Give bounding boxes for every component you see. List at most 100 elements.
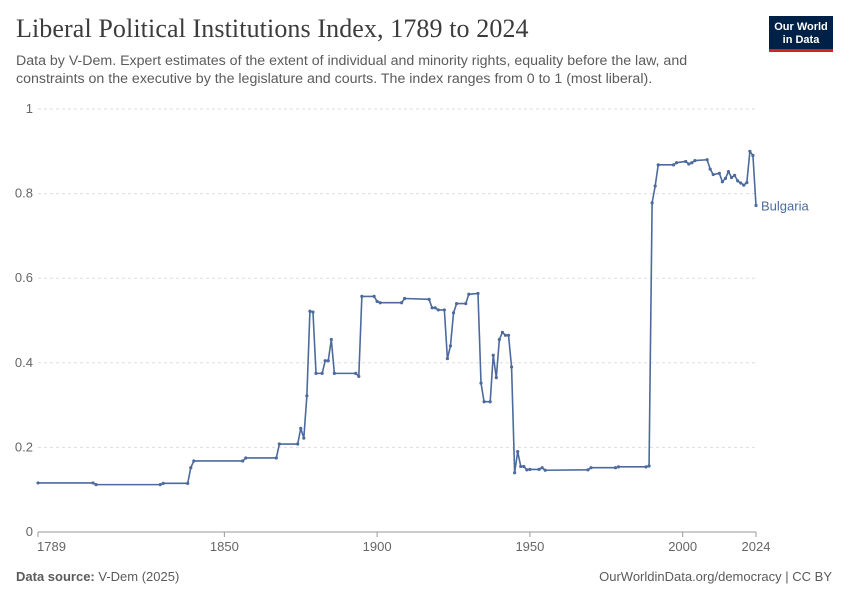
data-point[interactable] bbox=[733, 173, 737, 178]
data-point[interactable] bbox=[616, 465, 621, 469]
data-point[interactable] bbox=[613, 466, 618, 470]
data-point[interactable] bbox=[244, 456, 248, 460]
data-point[interactable] bbox=[708, 167, 712, 171]
data-point[interactable] bbox=[436, 308, 440, 312]
data-point[interactable] bbox=[537, 467, 541, 471]
data-point[interactable] bbox=[671, 163, 676, 167]
data-point[interactable] bbox=[650, 201, 654, 205]
data-point[interactable] bbox=[503, 333, 508, 337]
data-point[interactable] bbox=[509, 365, 514, 369]
data-point[interactable] bbox=[729, 175, 734, 180]
data-point[interactable] bbox=[705, 158, 709, 162]
data-point[interactable] bbox=[430, 306, 434, 310]
data-point[interactable] bbox=[305, 394, 309, 398]
data-point[interactable] bbox=[525, 468, 529, 472]
data-point[interactable] bbox=[693, 159, 697, 163]
data-point[interactable] bbox=[189, 466, 193, 470]
data-point[interactable] bbox=[320, 371, 324, 375]
series-label[interactable]: Bulgaria bbox=[761, 198, 809, 213]
data-point[interactable] bbox=[296, 442, 300, 446]
data-point[interactable] bbox=[332, 371, 336, 375]
data-point[interactable] bbox=[451, 311, 456, 315]
data-point[interactable] bbox=[476, 291, 480, 296]
data-point[interactable] bbox=[720, 180, 724, 184]
data-point[interactable] bbox=[399, 301, 404, 305]
data-point[interactable] bbox=[326, 359, 330, 363]
data-point[interactable] bbox=[314, 371, 318, 375]
data-point[interactable] bbox=[161, 481, 165, 485]
data-point[interactable] bbox=[375, 299, 379, 304]
data-point[interactable] bbox=[491, 353, 495, 357]
license-link[interactable]: OurWorldinData.org/democracy | CC BY bbox=[599, 569, 832, 584]
data-point[interactable] bbox=[736, 179, 740, 183]
data-point[interactable] bbox=[500, 330, 505, 334]
data-point[interactable] bbox=[586, 468, 590, 472]
data-point[interactable] bbox=[754, 203, 758, 208]
data-point[interactable] bbox=[711, 172, 715, 177]
data-point[interactable] bbox=[497, 337, 501, 342]
data-point[interactable] bbox=[674, 161, 679, 165]
data-point[interactable] bbox=[186, 481, 190, 485]
data-point[interactable] bbox=[684, 159, 688, 164]
data-point[interactable] bbox=[464, 301, 468, 306]
data-point[interactable] bbox=[726, 170, 731, 174]
data-point[interactable] bbox=[482, 400, 486, 404]
data-point[interactable] bbox=[589, 466, 593, 470]
data-point[interactable] bbox=[479, 381, 483, 385]
data-point[interactable] bbox=[354, 371, 358, 375]
data-point[interactable] bbox=[653, 184, 657, 188]
data-point[interactable] bbox=[467, 292, 471, 296]
data-point[interactable] bbox=[448, 344, 453, 348]
data-point[interactable] bbox=[723, 176, 728, 180]
data-point[interactable] bbox=[488, 400, 492, 404]
data-point[interactable] bbox=[513, 471, 517, 475]
series-line-bulgaria[interactable] bbox=[38, 150, 757, 486]
data-point[interactable] bbox=[302, 436, 306, 440]
data-point[interactable] bbox=[739, 181, 743, 185]
data-point[interactable] bbox=[299, 426, 303, 430]
data-point[interactable] bbox=[528, 467, 532, 471]
data-point[interactable] bbox=[274, 456, 278, 460]
data-point[interactable] bbox=[311, 310, 315, 314]
owid-logo[interactable]: Our World in Data bbox=[769, 16, 833, 52]
data-point[interactable] bbox=[506, 333, 511, 337]
data-point[interactable] bbox=[323, 359, 327, 363]
data-point[interactable] bbox=[378, 301, 382, 305]
data-point[interactable] bbox=[519, 464, 523, 469]
data-point[interactable] bbox=[687, 162, 691, 166]
data-point[interactable] bbox=[656, 163, 660, 167]
data-point[interactable] bbox=[717, 171, 721, 175]
data-point[interactable] bbox=[192, 459, 196, 463]
chart-subtitle: Data by V-Dem. Expert estimates of the e… bbox=[16, 53, 688, 87]
data-point[interactable] bbox=[690, 161, 694, 165]
data-point[interactable] bbox=[360, 294, 364, 298]
data-point[interactable] bbox=[36, 481, 40, 485]
data-point[interactable] bbox=[494, 376, 498, 380]
data-point[interactable] bbox=[454, 301, 459, 306]
data-point[interactable] bbox=[91, 481, 95, 485]
data-point[interactable] bbox=[241, 459, 245, 463]
data-point[interactable] bbox=[372, 294, 376, 298]
data-point[interactable] bbox=[745, 181, 749, 185]
data-point[interactable] bbox=[522, 464, 526, 469]
data-point[interactable] bbox=[329, 337, 333, 342]
data-point[interactable] bbox=[427, 297, 431, 301]
data-point[interactable] bbox=[543, 468, 547, 472]
data-point[interactable] bbox=[94, 483, 98, 487]
data-point[interactable] bbox=[742, 183, 746, 187]
data-point[interactable] bbox=[647, 464, 651, 468]
data-point[interactable] bbox=[277, 442, 281, 446]
data-point[interactable] bbox=[644, 465, 648, 469]
data-point[interactable] bbox=[748, 149, 752, 153]
data-point[interactable] bbox=[751, 153, 755, 158]
data-point[interactable] bbox=[516, 450, 520, 454]
data-point[interactable] bbox=[442, 308, 446, 312]
data-point[interactable] bbox=[158, 483, 162, 487]
data-point[interactable] bbox=[403, 296, 407, 301]
data-point[interactable] bbox=[445, 356, 450, 361]
data-point[interactable] bbox=[433, 306, 437, 310]
data-point[interactable] bbox=[357, 374, 361, 378]
data-point[interactable] bbox=[540, 466, 544, 470]
data-point[interactable] bbox=[308, 309, 312, 313]
